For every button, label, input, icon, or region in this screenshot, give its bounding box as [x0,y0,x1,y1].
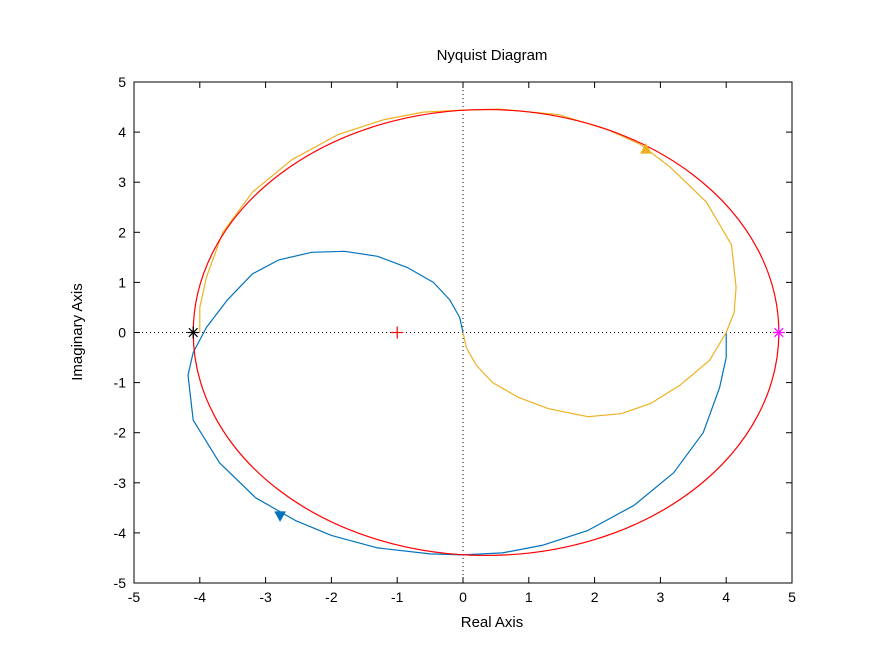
x-tick-label: 1 [525,589,533,605]
x-tick-label: -5 [128,589,141,605]
y-tick-label: 0 [118,325,126,341]
series-line [187,250,727,556]
x-tick-label: 5 [788,589,796,605]
plus-marker [391,326,404,339]
y-tick-label: 4 [118,124,126,140]
y-tick-label: -5 [114,575,127,591]
series-line [199,108,737,418]
chart-title: Nyquist Diagram [437,47,548,64]
x-tick-label: 3 [657,589,665,605]
x-tick-label: -1 [391,589,404,605]
y-tick-label: -3 [114,475,127,491]
y-tick-label: 2 [118,224,126,240]
x-tick-label: 0 [459,589,467,605]
star-marker [187,326,200,339]
y-tick-label: 5 [118,74,126,90]
x-tick-label: -2 [325,589,338,605]
x-tick-label: 4 [722,589,730,605]
direction-arrow [640,143,652,154]
x-axis-ticks: -5 -4 -3 -2 -1 0 1 2 3 4 5 [128,82,796,605]
y-tick-label: -4 [114,525,127,541]
marker-stroke [188,327,198,338]
y-tick-label: -1 [114,375,127,391]
x-axis-label: Real Axis [461,614,524,631]
direction-arrow [274,511,286,522]
y-tick-label: 3 [118,174,126,190]
marker-layer [187,143,785,522]
marker-stroke [774,327,784,338]
star-marker [772,326,785,339]
x-tick-label: -3 [259,589,272,605]
x-tick-label: -4 [194,589,207,605]
y-tick-label: -2 [114,425,127,441]
y-axis-ticks: -5 -4 -3 -2 -1 0 1 2 3 4 5 [114,74,792,591]
y-axis-label: Imaginary Axis [69,283,86,381]
y-tick-label: 1 [118,274,126,290]
x-tick-label: 2 [591,589,599,605]
